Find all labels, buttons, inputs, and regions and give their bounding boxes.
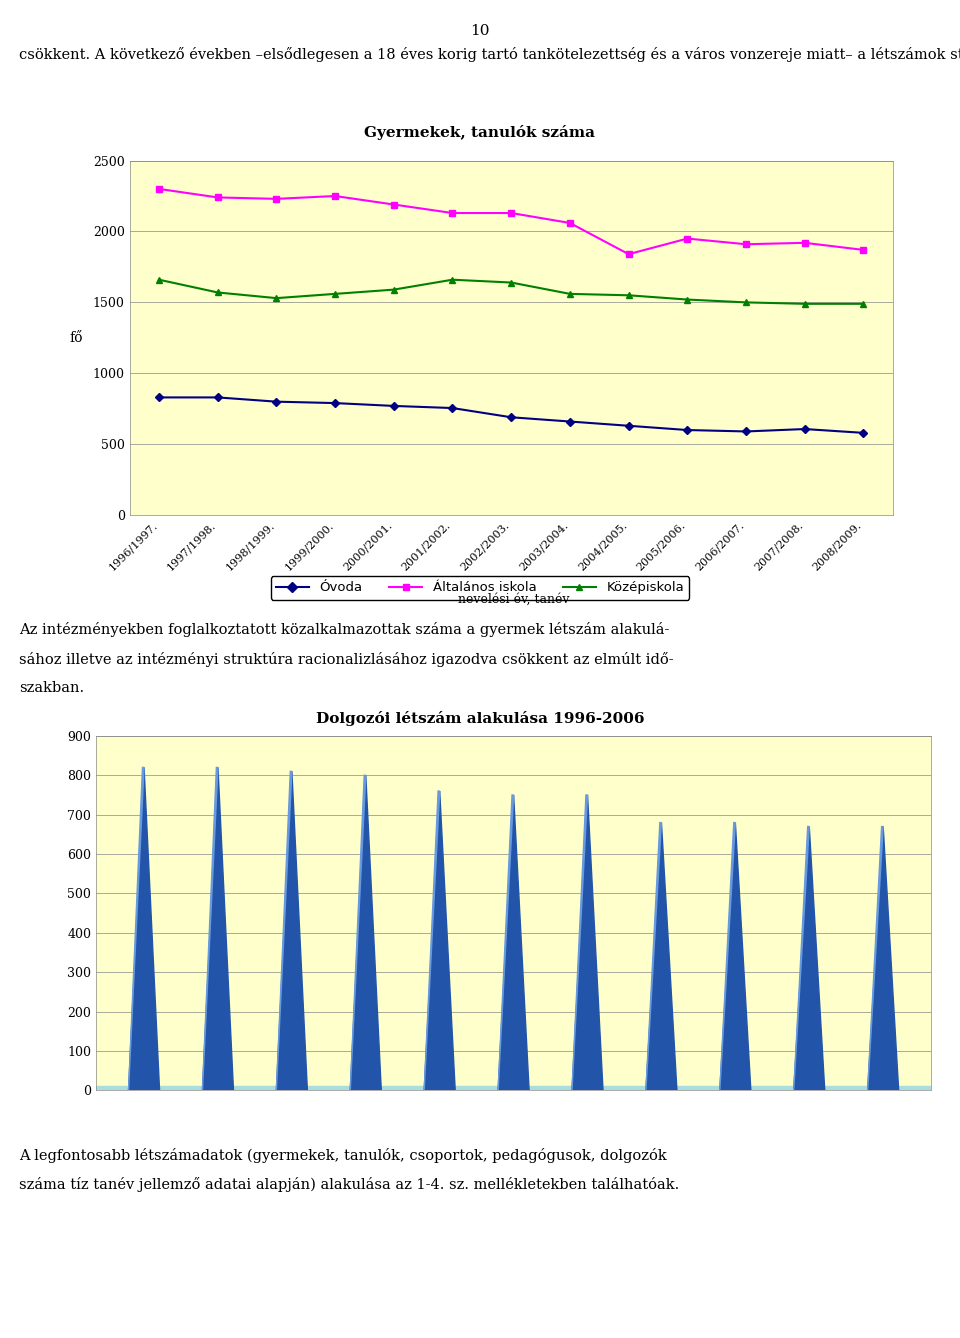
Polygon shape bbox=[498, 795, 514, 1090]
Polygon shape bbox=[646, 823, 677, 1090]
Polygon shape bbox=[350, 775, 381, 1090]
Polygon shape bbox=[720, 823, 751, 1090]
Text: A legfontosabb létszámadatok (gyermekek, tanulók, csoportok, pedagógusok, dolgoz: A legfontosabb létszámadatok (gyermekek,… bbox=[19, 1148, 667, 1163]
Legend: Óvoda, Általános iskola, Középiskola: Óvoda, Általános iskola, Középiskola bbox=[271, 577, 689, 599]
Polygon shape bbox=[350, 775, 366, 1090]
Text: sához illetve az intézményi struktúra racionalizlásához igazodva csökkent az elm: sához illetve az intézményi struktúra ra… bbox=[19, 652, 674, 666]
Polygon shape bbox=[646, 823, 661, 1090]
Polygon shape bbox=[424, 791, 440, 1090]
Polygon shape bbox=[794, 827, 825, 1090]
Polygon shape bbox=[129, 768, 159, 1090]
Text: Gyermekek, tanulók száma: Gyermekek, tanulók száma bbox=[365, 124, 595, 139]
Polygon shape bbox=[572, 795, 588, 1090]
Polygon shape bbox=[276, 771, 307, 1090]
Polygon shape bbox=[276, 771, 292, 1090]
Polygon shape bbox=[794, 827, 809, 1090]
Polygon shape bbox=[203, 768, 218, 1090]
Polygon shape bbox=[203, 768, 233, 1090]
Text: szakban.: szakban. bbox=[19, 681, 84, 694]
Text: száma tíz tanév jellemző adatai alapján) alakulása az 1-4. sz. mellékletekben ta: száma tíz tanév jellemző adatai alapján)… bbox=[19, 1177, 680, 1192]
Text: 10: 10 bbox=[470, 24, 490, 37]
Text: nevelési év, tanév: nevelési év, tanév bbox=[458, 593, 569, 606]
Polygon shape bbox=[720, 823, 735, 1090]
Polygon shape bbox=[868, 827, 883, 1090]
Y-axis label: fő: fő bbox=[69, 330, 83, 345]
Text: Az intézményekben foglalkoztatott közalkalmazottak száma a gyermek létszám alaku: Az intézményekben foglalkoztatott közalk… bbox=[19, 622, 669, 637]
Polygon shape bbox=[868, 827, 899, 1090]
Text: Dolgozói létszám alakulása 1996-2006: Dolgozói létszám alakulása 1996-2006 bbox=[316, 710, 644, 727]
Bar bbox=[96, 1085, 931, 1092]
Polygon shape bbox=[129, 768, 144, 1090]
Polygon shape bbox=[572, 795, 603, 1090]
Polygon shape bbox=[424, 791, 455, 1090]
Polygon shape bbox=[498, 795, 529, 1090]
Text: csökkent. A következő években –elsődlegesen a 18 éves korig tartó tankötelezetts: csökkent. A következő években –elsődlege… bbox=[19, 47, 960, 62]
